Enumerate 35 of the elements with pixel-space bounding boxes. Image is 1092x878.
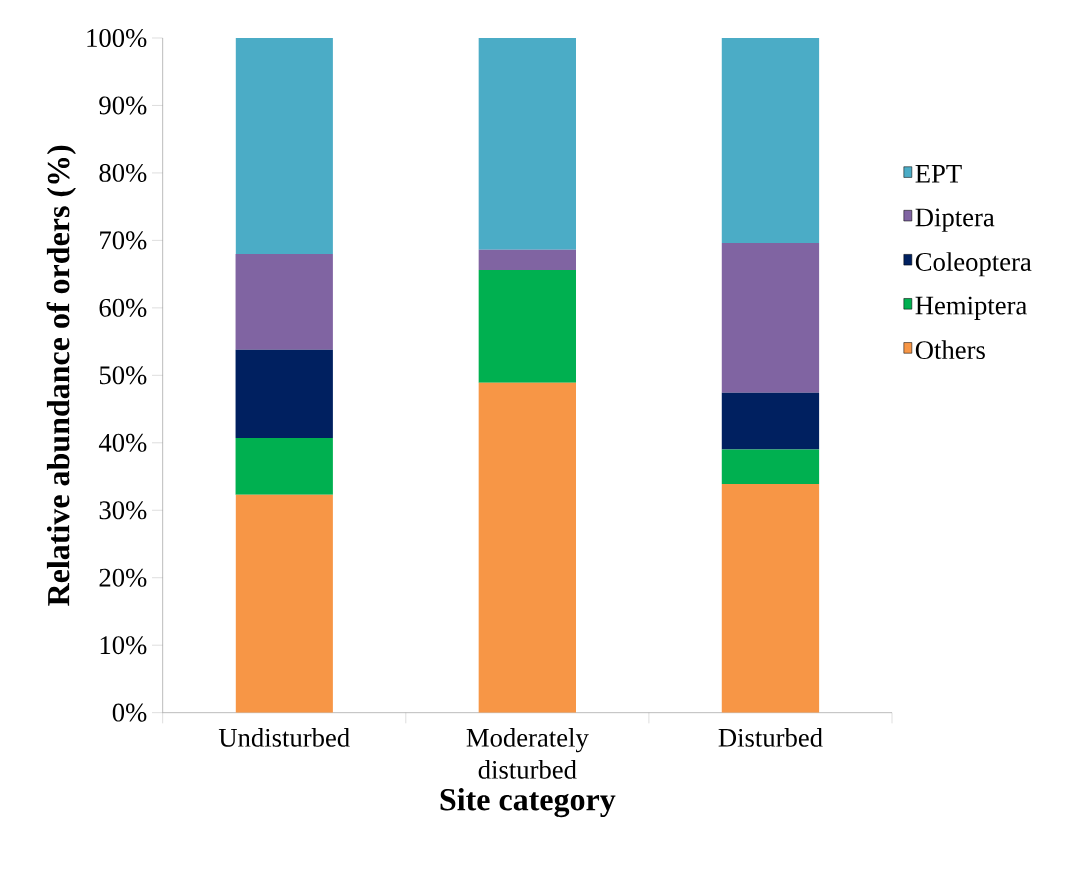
y-axis-title: Relative abundance of orders (%) — [46, 145, 76, 606]
y-tick-label: 50% — [99, 366, 147, 385]
y-tick-label: 40% — [98, 433, 147, 452]
bar — [235, 37, 333, 254]
y-tick-label: 10% — [100, 636, 147, 655]
x-tick-label: Disturbed — [718, 728, 823, 747]
bar — [235, 438, 333, 495]
y-tick-label: 100% — [87, 28, 147, 48]
legend-label: Coleoptera — [915, 252, 1032, 277]
bar — [721, 483, 820, 713]
y-tick-label: 70% — [100, 231, 147, 250]
y-tick-label: 90% — [99, 96, 147, 115]
bar — [235, 494, 333, 713]
bar — [721, 392, 820, 450]
x-tick-label: Moderately disturbed — [466, 728, 589, 779]
bar — [478, 249, 576, 271]
x-axis-title: Site category — [440, 787, 616, 818]
bar — [235, 349, 333, 439]
bar — [235, 253, 333, 350]
bar — [721, 37, 820, 244]
bar — [721, 243, 820, 393]
bar — [478, 270, 576, 383]
y-tick-label: 0% — [112, 703, 147, 722]
y-tick-label: 30% — [99, 501, 147, 520]
y-tick-label: 80% — [99, 163, 147, 182]
legend-label: Hemiptera — [915, 296, 1027, 320]
legend-label: Diptera — [915, 208, 995, 232]
bar — [478, 382, 576, 713]
x-tick-label: Undisturbed — [218, 728, 350, 747]
y-tick-label: 60% — [99, 298, 147, 317]
bar — [478, 37, 576, 250]
y-tick-label: 20% — [99, 568, 147, 587]
bar — [721, 449, 820, 484]
legend-label: Others — [915, 340, 985, 360]
legend-label: EPT — [915, 165, 962, 183]
